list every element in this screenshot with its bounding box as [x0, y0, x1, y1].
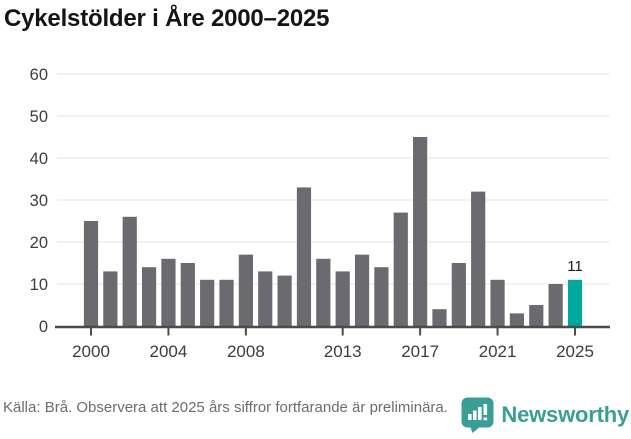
- chart-footer: Källa: Brå. Observera att 2025 års siffr…: [0, 393, 631, 439]
- y-tick-label-0: 0: [39, 318, 48, 336]
- newsworthy-brand[interactable]: Newsworthy: [461, 397, 629, 433]
- bar-2010: [277, 275, 292, 326]
- bar-2018: [432, 309, 447, 326]
- bar-2009: [258, 271, 273, 326]
- bar-2007: [219, 279, 234, 326]
- x-tick-label-2021: 2021: [479, 342, 517, 361]
- bar-2024: [548, 284, 563, 326]
- bar-2013: [335, 271, 350, 326]
- bar-2022: [509, 313, 525, 326]
- bar-2004: [161, 258, 176, 326]
- bar-chart: 0 10 20 30 40 50 60 2000 2004 2008 2013 2017 2021 202…: [30, 66, 610, 361]
- newsworthy-logo-icon: [461, 397, 494, 433]
- x-tick-label-2004: 2004: [150, 342, 188, 361]
- bar-2025: [567, 279, 583, 326]
- x-tick-label-2008: 2008: [227, 342, 265, 361]
- bar-2012: [316, 258, 331, 326]
- bar-2014: [354, 254, 370, 326]
- bar-2003: [141, 267, 157, 326]
- bar-2006: [200, 279, 215, 326]
- y-tick-label-40: 40: [30, 150, 48, 168]
- bar-2000: [83, 221, 99, 326]
- bar-2015: [374, 267, 389, 326]
- x-tick-label-2017: 2017: [401, 342, 439, 361]
- source-note: Källa: Brå. Observera att 2025 års siffr…: [3, 399, 448, 416]
- y-tick-label-60: 60: [30, 66, 48, 84]
- bar-2016: [393, 212, 408, 326]
- y-tick-label-30: 30: [30, 192, 48, 210]
- bar-2019: [451, 263, 466, 326]
- newsworthy-logo-text: Newsworthy: [501, 402, 629, 427]
- x-tick-label-2013: 2013: [324, 342, 362, 361]
- bar-2020: [471, 191, 486, 326]
- bar-2005: [180, 263, 195, 326]
- bar-2021: [490, 279, 505, 326]
- bar-2001: [103, 271, 118, 326]
- y-tick-label-10: 10: [30, 276, 48, 294]
- y-tick-label-20: 20: [30, 234, 48, 252]
- bar-2008: [238, 254, 253, 326]
- bar-2011: [296, 187, 312, 326]
- x-tick-label-2000: 2000: [72, 342, 110, 361]
- bar-2017: [413, 137, 428, 326]
- chart-title: Cykelstölder i Åre 2000–2025: [4, 5, 330, 32]
- bar-2023: [529, 305, 544, 326]
- bar-value-annotation: 11: [567, 258, 583, 275]
- x-tick-label-2025: 2025: [556, 342, 594, 361]
- y-tick-label-50: 50: [30, 108, 48, 126]
- bar-2002: [122, 216, 137, 326]
